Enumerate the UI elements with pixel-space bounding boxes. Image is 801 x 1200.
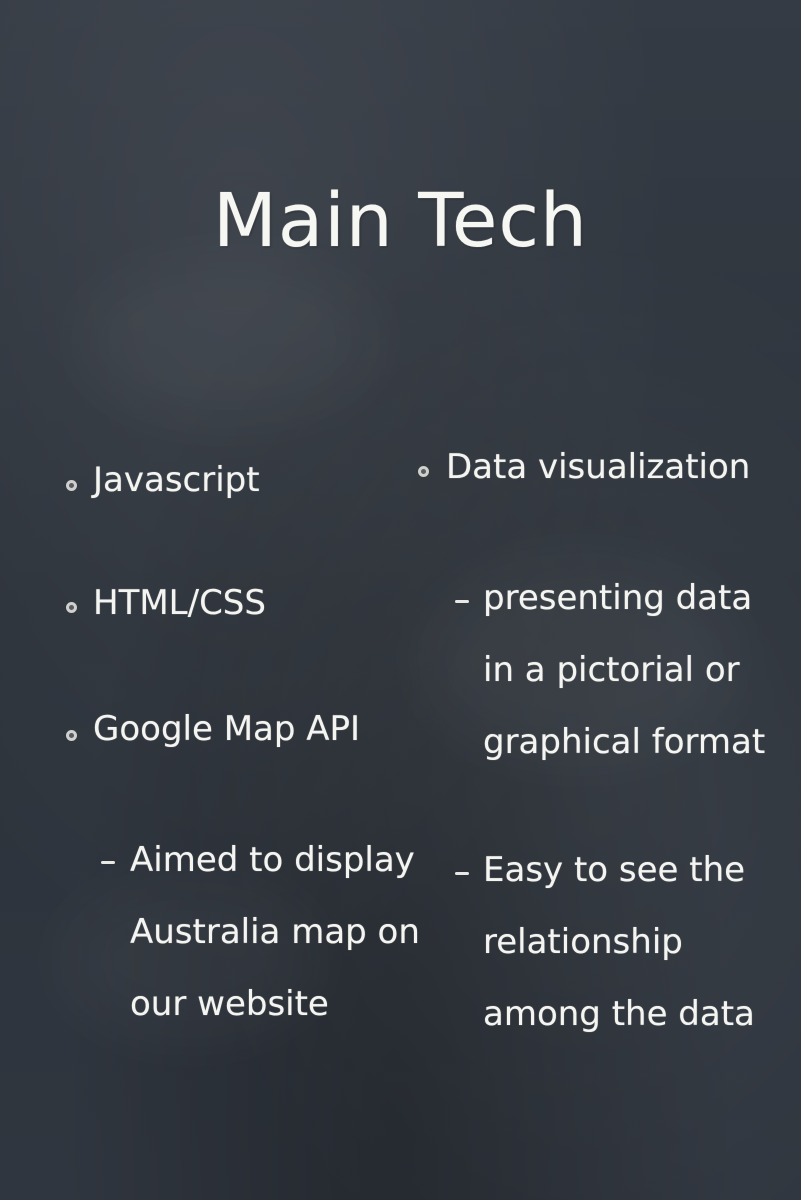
bullet-circle-icon (66, 480, 77, 491)
bullet-google-map-api: Google Map API (93, 709, 361, 749)
sub-point-relationship: Easy to see the relationship among the d… (483, 834, 755, 1050)
dash-icon (455, 872, 469, 875)
sub-point-line: Aimed to display (130, 840, 415, 880)
sub-point-google-map: Aimed to display Australia map on our we… (130, 824, 420, 1040)
dash-icon (455, 600, 469, 603)
sub-point-line: presenting data (483, 578, 753, 618)
sub-point-presenting: presenting data in a pictorial or graphi… (483, 562, 765, 778)
dash-icon (101, 861, 115, 864)
bullet-data-visualization: Data visualization (446, 447, 751, 487)
bullet-circle-icon (66, 602, 77, 613)
bullet-circle-icon (418, 466, 429, 477)
bullet-circle-icon (66, 730, 77, 741)
chalk-smudge (80, 260, 380, 420)
sub-point-line: relationship (483, 922, 683, 962)
bullet-javascript: Javascript (93, 460, 260, 500)
sub-point-line: graphical format (483, 722, 766, 762)
sub-point-line: our website (130, 984, 329, 1024)
slide-title: Main Tech (213, 177, 588, 264)
sub-point-line: in a pictorial or (483, 650, 740, 690)
sub-point-line: among the data (483, 994, 755, 1034)
bullet-html-css: HTML/CSS (93, 583, 266, 623)
sub-point-line: Australia map on (130, 912, 420, 952)
sub-point-line: Easy to see the (483, 850, 746, 890)
